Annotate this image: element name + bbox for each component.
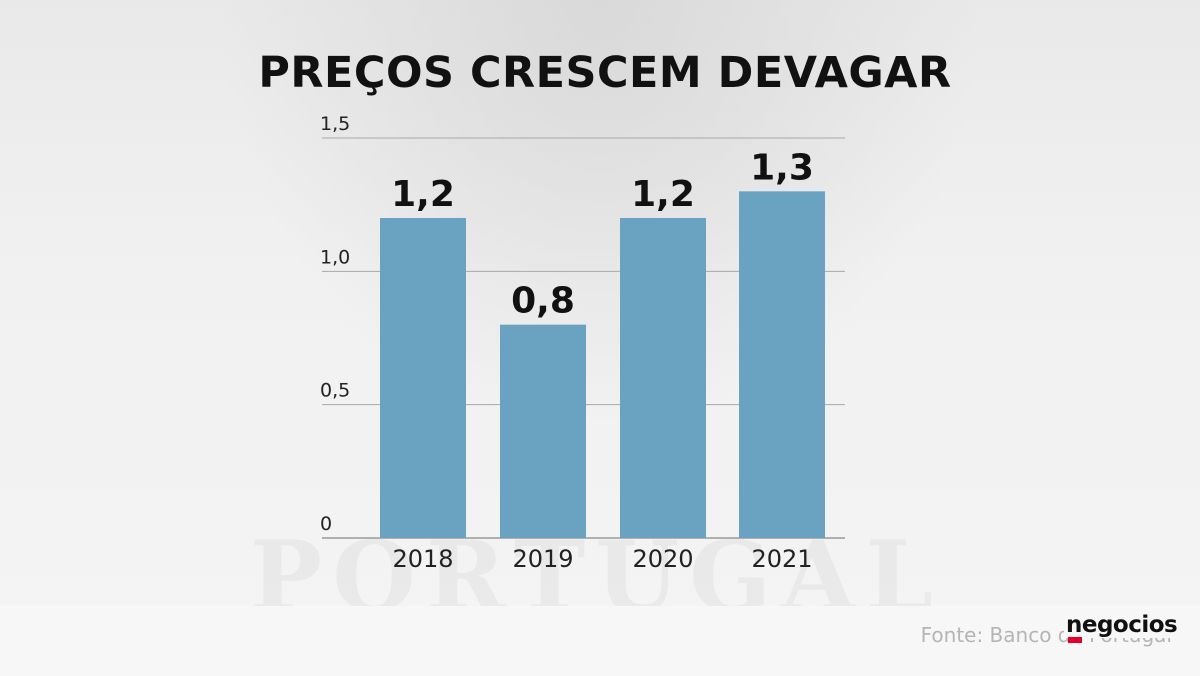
y-tick-label: 0	[320, 513, 332, 535]
chart-title: PREÇOS CRESCEM DEVAGAR	[258, 48, 952, 98]
x-tick-label: 2019	[512, 545, 573, 573]
bar-2018	[380, 218, 466, 538]
data-label: 0,8	[511, 281, 575, 322]
y-tick-label: 0,5	[320, 380, 350, 402]
data-label: 1,3	[750, 147, 814, 188]
data-label: 1,2	[391, 174, 455, 215]
bar-2021	[739, 191, 825, 539]
x-tick-label: 2020	[632, 545, 693, 573]
footer-band	[0, 606, 1200, 676]
y-tick-label: 1,0	[320, 246, 350, 268]
negocios-logo: negocios	[1064, 612, 1180, 638]
x-tick-label: 2018	[392, 545, 453, 573]
x-tick-label: 2021	[751, 545, 812, 573]
y-tick-label: 1,5	[320, 113, 350, 135]
bar-2020	[620, 218, 706, 538]
data-label: 1,2	[631, 174, 695, 215]
bar-2019	[500, 324, 586, 538]
logo-accent-mark	[1068, 637, 1082, 643]
